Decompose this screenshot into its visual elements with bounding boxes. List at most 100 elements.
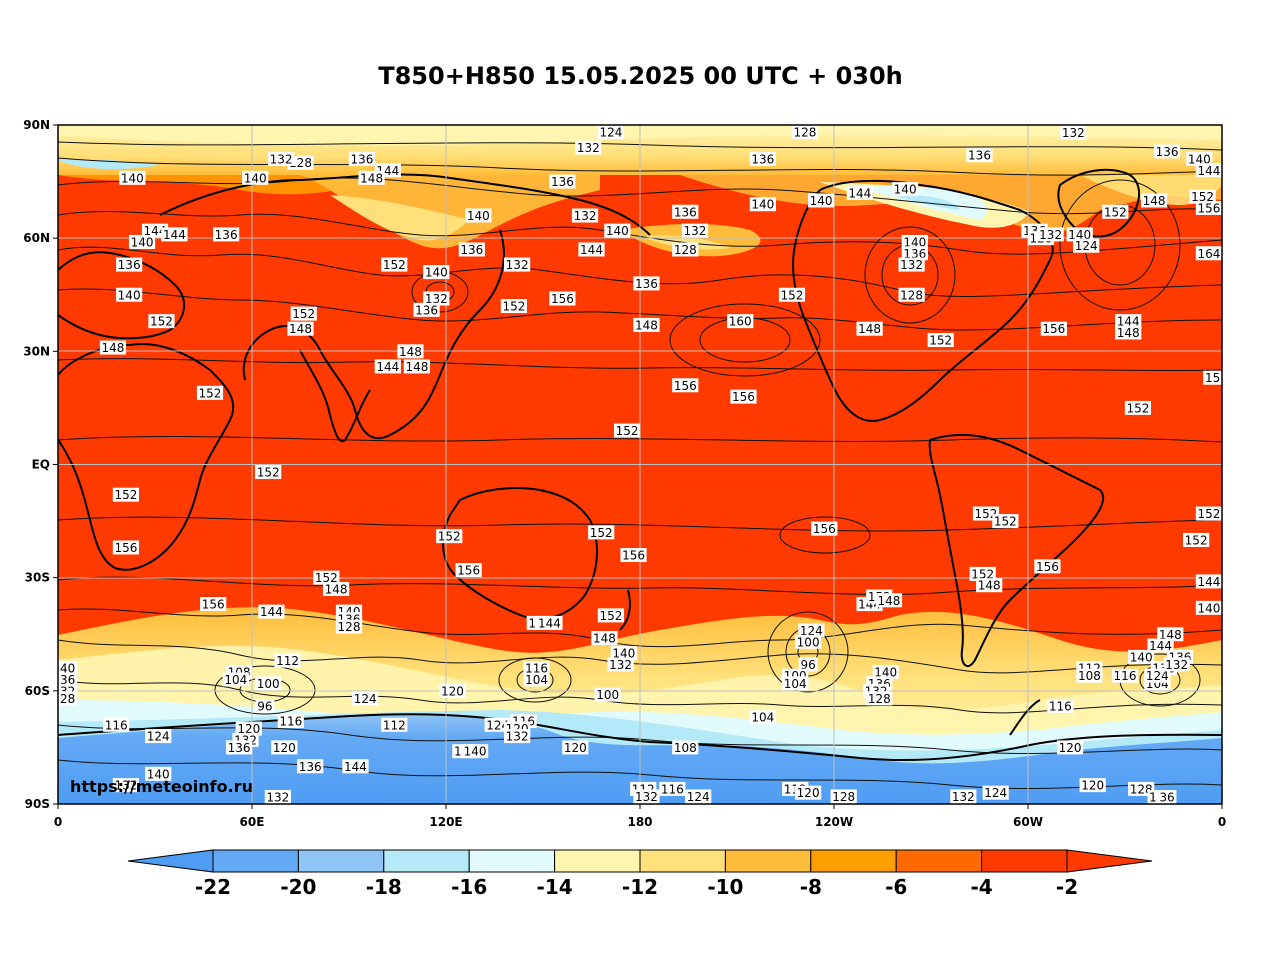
contour-label-bg [633,276,660,291]
contour-label-bg [523,661,550,676]
contour-label-bg [1195,200,1222,215]
contour-label-bg [335,619,363,634]
contour-label: 152 [597,608,624,623]
contour-label-bg [313,570,340,585]
contour-label-text: 132 [1062,126,1085,140]
contour-label: 140 [242,170,269,185]
contour-label-text: 144 [580,243,603,257]
contour-label-text: 156 [674,379,697,393]
contour-label-bg [681,223,709,238]
contour-label-text: 124 [147,730,170,744]
contour-label-text: 164 [1197,247,1220,261]
contour-label-bg [778,287,806,302]
contour-label: 116 [103,717,130,732]
contour-label-text: 116 [105,718,128,732]
contour-label-bg [58,691,78,706]
contour-label: 144 [1195,574,1222,589]
contour-label-text: 152 [1104,205,1127,219]
contour-label: 156 [112,540,139,555]
contour-label-bg [112,487,139,502]
contour-label: 140 [462,744,489,759]
contour-label-bg [610,646,637,661]
contour-label-text: 152 [994,515,1017,529]
contour-label-bg [235,721,262,736]
contour-label-bg [112,778,139,793]
contour-label: 140 [872,664,899,679]
contour-label-bg [58,661,78,676]
contour-label-text: 136 [350,152,373,166]
contour-label-bg [578,242,605,257]
contour-label: 152 [381,257,408,272]
contour-label-bg [549,174,576,189]
contour-label: 152 [148,314,175,329]
contour-label: 148 [403,359,430,374]
contour-label-text: 144 [1149,639,1172,653]
lat-tick-label: 60N [23,231,50,245]
contour-label: 152 [613,423,641,438]
contour-label-text: 108 [674,741,697,755]
contour-label: 116 [1111,668,1139,683]
contour-label-bg [966,148,993,163]
contour-label: 152 [112,487,139,502]
lon-tick-label: 60E [240,815,265,829]
contour-label: 152 [196,385,224,400]
contour-label: 120 [271,740,298,755]
contour-label: 136 [672,204,699,219]
contour-label-text: 120 [237,722,260,736]
contour-label-bg [613,423,641,438]
contour-label: 144 [578,242,605,257]
contour-label-bg [264,790,291,804]
contour-label: 160 [727,314,754,329]
contour-label-text: 128 [338,620,361,634]
contour-label-bg [222,672,249,687]
contour-label-bg [1157,790,1177,804]
contour-label-text: 136 [299,760,322,774]
contour-label: 148 [1115,325,1142,340]
contour-label: 132 [1163,657,1190,672]
contour-label-bg [436,529,463,544]
lon-tick-label: 120E [429,815,462,829]
contour-label: 132 [423,291,450,306]
contour-label: 100 [255,676,282,691]
contour-label-text: 156 [457,564,480,578]
contour-label: 120 [1079,778,1106,793]
contour-label-bg [1073,238,1100,253]
contour-label-text: 132 [266,791,289,805]
contour-label-bg [352,691,379,706]
contour-label-bg [1153,144,1181,159]
contour-label-text: 144 [1197,164,1220,178]
contour-label-bg [1047,698,1074,713]
contour-label: 148 [591,631,618,646]
contour-label-bg [1115,314,1142,329]
contour-label: 132 [950,789,977,804]
lon-tick-label: 180 [627,815,652,829]
contour-label: 152 [1189,189,1216,204]
colorbar-tick-label: -4 [970,875,992,899]
contour-label-text: 148 [405,360,428,374]
contour-label-bg [536,615,563,630]
contour-label: 140 [1128,649,1155,664]
contour-label-bg [271,740,298,755]
contour-label-text: 148 [878,594,901,608]
lon-tick-label: 0 [1218,815,1226,829]
contour-label-bg [148,314,175,329]
contour-label-text: 148 [635,318,658,332]
contour-label-text: 144 [344,760,367,774]
contour-label: 116 [277,714,304,729]
contour-label-text: 132 [506,730,529,744]
contour-label-text: 140 [121,171,144,185]
contour-label-text: 104 [525,673,548,687]
contour-label: 152 [290,306,317,321]
contour-label-bg [749,710,776,725]
contour-label-bg [901,246,928,261]
contour-label: 132 [681,223,709,238]
contour-label: 152 [255,465,282,480]
contour-label: 116 [1047,698,1074,713]
contour-label-text: 100 [257,677,280,691]
contour-label: 116 [659,781,686,796]
contour-label-text: 120 [797,786,820,800]
contour-label: 120 [235,721,262,736]
contour-label-text: 152 [599,609,622,623]
contour-label: 140 [465,208,492,223]
contour-label-bg [1147,638,1174,653]
